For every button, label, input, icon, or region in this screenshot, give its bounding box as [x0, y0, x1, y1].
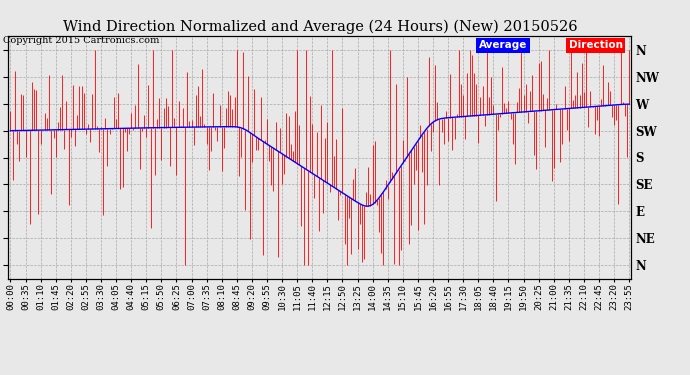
- Title: Wind Direction Normalized and Average (24 Hours) (New) 20150526: Wind Direction Normalized and Average (2…: [63, 20, 577, 34]
- Text: Average: Average: [479, 40, 527, 50]
- Text: Direction: Direction: [569, 40, 623, 50]
- Text: Copyright 2015 Cartronics.com: Copyright 2015 Cartronics.com: [3, 36, 160, 45]
